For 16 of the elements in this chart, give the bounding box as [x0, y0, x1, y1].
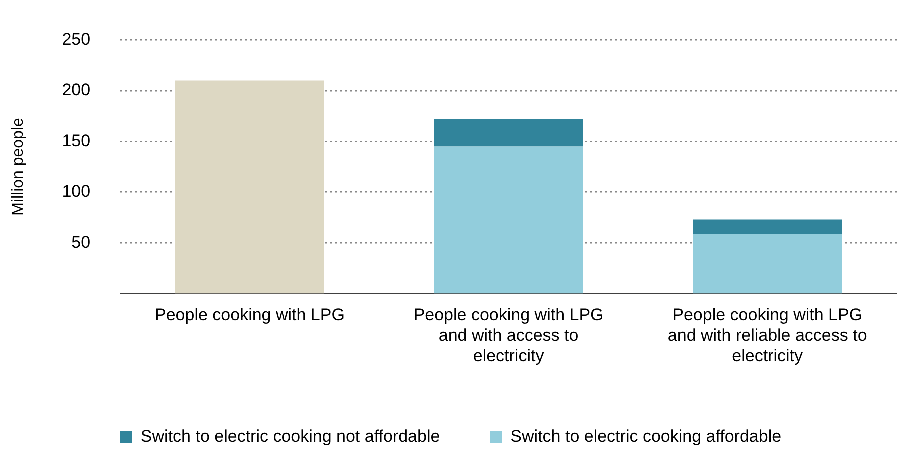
bar [693, 234, 842, 294]
y-tick-label: 150 [62, 131, 91, 150]
bar [434, 119, 584, 147]
y-tick-label: 250 [62, 30, 91, 49]
legend-label: Switch to electric cooking not affordable [140, 427, 440, 446]
x-tick-label: People cooking with LPG [154, 306, 345, 325]
y-axis-title: Million people [10, 118, 28, 216]
bar [434, 146, 584, 294]
bar [175, 80, 325, 294]
x-tick-label: People cooking with LPG and with access to electricity [414, 306, 604, 366]
y-tick-label: 100 [62, 182, 91, 202]
legend-label: Switch to electric cooking affordable [510, 427, 782, 446]
y-tick-label: 200 [62, 80, 91, 100]
bar [693, 220, 842, 234]
x-tick-label: People cooking with LPG and with reliable access to electricity [668, 306, 868, 366]
y-tick-label: 50 [72, 232, 91, 252]
